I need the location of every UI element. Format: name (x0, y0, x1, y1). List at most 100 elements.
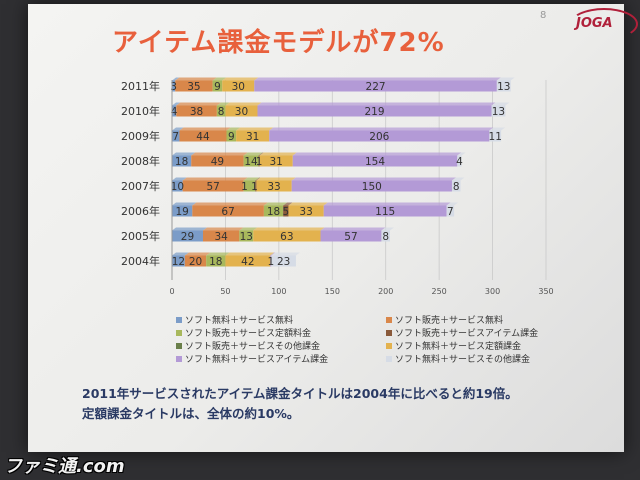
bar-segment-top (323, 202, 451, 206)
legend-label: ソフト販売＋サービス定額料金 (185, 329, 312, 339)
site-watermark: ファミ通.com (4, 456, 125, 477)
bar-segment-top (253, 227, 325, 231)
slide-caption: 2011年サービスされたアイテム課金タイトルは2004年に比べると約19倍。 定… (82, 384, 518, 424)
bar-segment (222, 80, 255, 92)
bar-segment-top (496, 77, 515, 81)
legend-item: ソフト販売＋サービス無料 (386, 314, 576, 326)
bar-segment (226, 130, 237, 142)
bar-segment-top (225, 252, 275, 256)
bar-segment (172, 180, 183, 192)
bar-segment (291, 180, 452, 192)
legend-item: ソフト無料＋サービス定額課金 (386, 340, 576, 352)
data-label: 9 (214, 81, 221, 93)
bar-segment (446, 205, 455, 217)
bar-segment-top (172, 152, 196, 156)
bar-segment (489, 130, 502, 142)
legend-item: ソフト無料＋サービス無料 (176, 314, 386, 326)
data-label: 14 (244, 156, 258, 168)
legend-swatch (176, 355, 182, 362)
bar-segment-top (292, 152, 462, 156)
data-label: 8 (218, 106, 225, 118)
data-label: 150 (362, 181, 382, 193)
bar-segment-top (216, 102, 230, 106)
bar-segment (172, 255, 185, 267)
data-label: 8 (382, 231, 389, 243)
bar-segment-top (175, 77, 217, 81)
bar-segment (288, 205, 324, 217)
legend-swatch (386, 329, 392, 336)
bar-segment (243, 180, 256, 192)
data-label: 12 (172, 256, 185, 268)
bar-segment-top (446, 202, 459, 206)
bar-segment (192, 205, 264, 217)
data-label: 3 (170, 81, 177, 93)
bar-segment-top (226, 127, 241, 131)
bar-segment (175, 80, 213, 92)
bar-segment-top (191, 152, 248, 156)
bar-segment (172, 80, 176, 92)
bar-segment (253, 230, 321, 242)
data-label: 57 (344, 231, 357, 243)
bar-segment-top (206, 252, 230, 256)
bar-segment (271, 255, 296, 267)
bar-segment-top (239, 227, 258, 231)
category-label: 2010年 (121, 104, 160, 118)
bar-segment-top (457, 152, 466, 156)
bar-segment (172, 155, 192, 167)
data-label: 10 (171, 181, 184, 193)
bar-segment-top (172, 252, 189, 256)
bar-segment (236, 130, 270, 142)
data-label: 227 (366, 81, 386, 93)
legend-item: ソフト販売＋サービスその他課金 (176, 340, 386, 352)
bar-segment (172, 130, 180, 142)
legend-label: ソフト販売＋サービスその他課金 (185, 342, 321, 352)
data-label: 4 (456, 156, 463, 168)
bar-segment (212, 80, 223, 92)
chart-bars (172, 77, 515, 267)
bar-segment-top (172, 77, 180, 81)
bar-segment-top (182, 177, 248, 181)
data-label: 67 (221, 206, 234, 218)
x-tick-label: 250 (432, 287, 447, 296)
bar-segment (283, 205, 289, 217)
bar-segment (254, 80, 497, 92)
bar-segment-top (259, 152, 297, 156)
bar-segment-top (172, 127, 184, 131)
data-label: 29 (181, 231, 194, 243)
legend-swatch (386, 355, 392, 362)
bar-segment (179, 130, 227, 142)
bar-segment (206, 255, 226, 267)
legend-item: ソフト販売＋サービス定額料金 (176, 327, 386, 339)
data-label: 63 (280, 231, 293, 243)
bar-segment-top (269, 127, 494, 131)
data-label: 13 (240, 231, 253, 243)
data-label: 57 (206, 181, 219, 193)
data-label: 35 (187, 81, 200, 93)
legend-swatch (176, 316, 182, 323)
data-label: 19 (175, 206, 188, 218)
data-label: 34 (214, 231, 228, 243)
data-label: 42 (241, 256, 254, 268)
bar-segment-top (263, 202, 288, 206)
bar-segment-top (283, 202, 293, 206)
bar-segment (216, 105, 226, 117)
bar-segment-top (225, 102, 262, 106)
bar-segment (225, 255, 271, 267)
data-label: 33 (299, 206, 312, 218)
bar-segment (191, 155, 244, 167)
bar-segment-top (491, 102, 510, 106)
x-tick-label: 350 (538, 287, 553, 296)
data-label: 115 (375, 206, 395, 218)
chart-axes: 0 50 100 150 200 250 300 350 2011年 2010年 2009年 2008… (121, 79, 554, 296)
legend-label: ソフト販売＋サービス無料 (395, 316, 504, 326)
data-label: 20 (189, 256, 202, 268)
bar-segment-top (176, 102, 221, 106)
data-label: 9 (228, 131, 235, 143)
category-label: 2011年 (121, 79, 160, 93)
bar-segment (491, 105, 506, 117)
bar-segment (270, 255, 272, 267)
bar-segment (225, 105, 258, 117)
bar-segment-top (256, 177, 296, 181)
bar-segment-top (257, 102, 496, 106)
bar-segment-top (172, 227, 207, 231)
